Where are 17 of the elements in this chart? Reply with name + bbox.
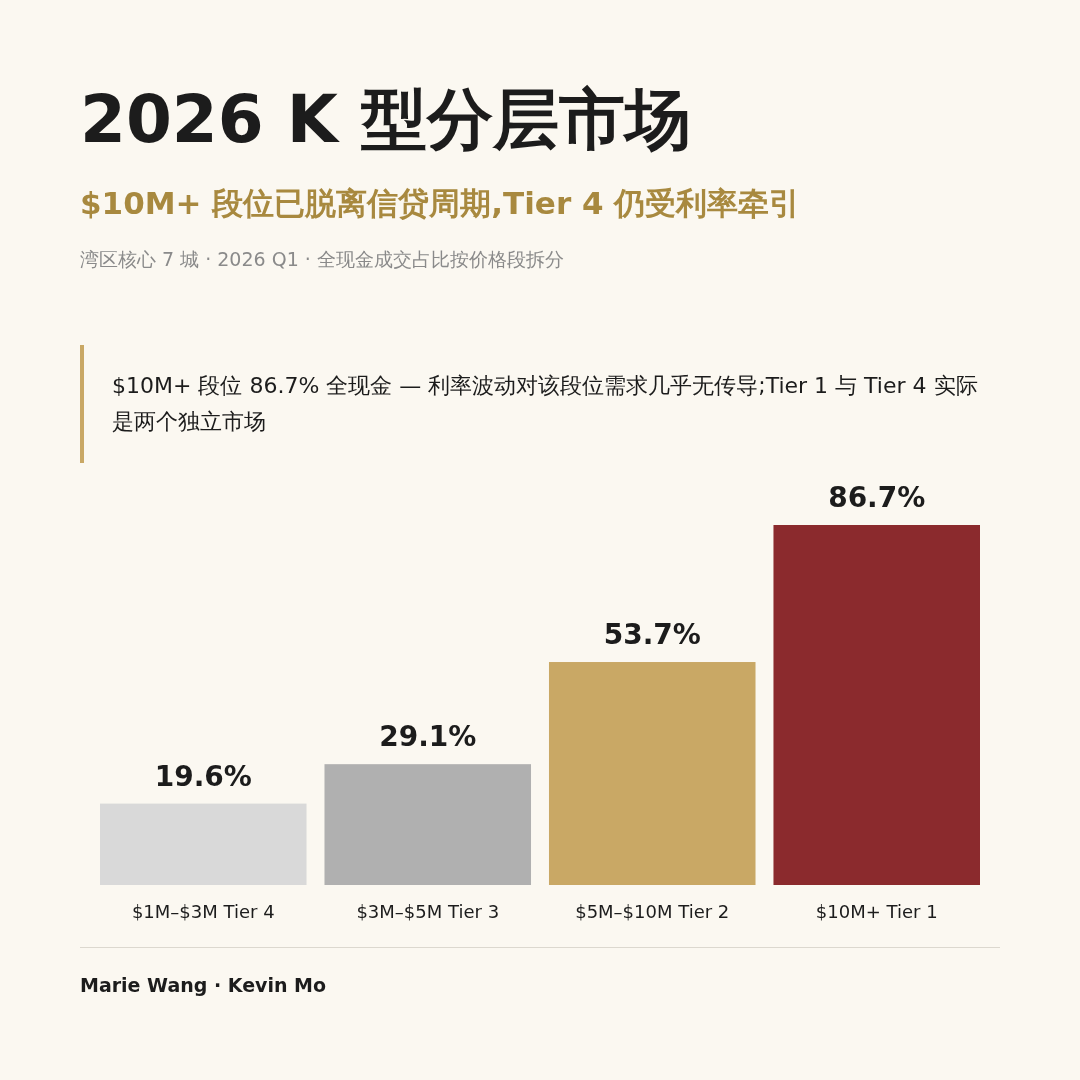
text: 湾区核心 7 城 · 2026 Q1 · 全现金成交占比按价格段拆分 [80,247,564,272]
bar [548,662,756,885]
data-label: 53.7% [603,618,701,652]
bar [773,525,980,885]
x-tick-label: $3M–$5M Tier 3 [356,900,500,922]
data-label: 86.7% [828,481,926,514]
bar [324,764,532,885]
chart-subtitle: $10M+ 段位已脱离信贷周期,Tier 4 仍受利率牵引 [80,184,801,223]
data-label: 29.1% [379,720,477,754]
x-tick-label: $5M–$10M Tier 2 [575,900,730,922]
text: $10M+ 段位 86.7% 全现金 — 利率波动对该段位需求几乎无传导;Tier 1 与 Tier 4 实际是两个独立市场 [112,372,979,436]
bar [100,803,307,885]
chart-title: 2026 K 型分层市场 [80,80,691,160]
x-tick-label: $10M+ Tier 1 [815,900,938,922]
data-label: 19.6% [154,759,252,793]
text: Marie Wang · Kevin Mo [80,974,327,996]
x-tick-label: $1M–$3M Tier 4 [131,900,275,922]
